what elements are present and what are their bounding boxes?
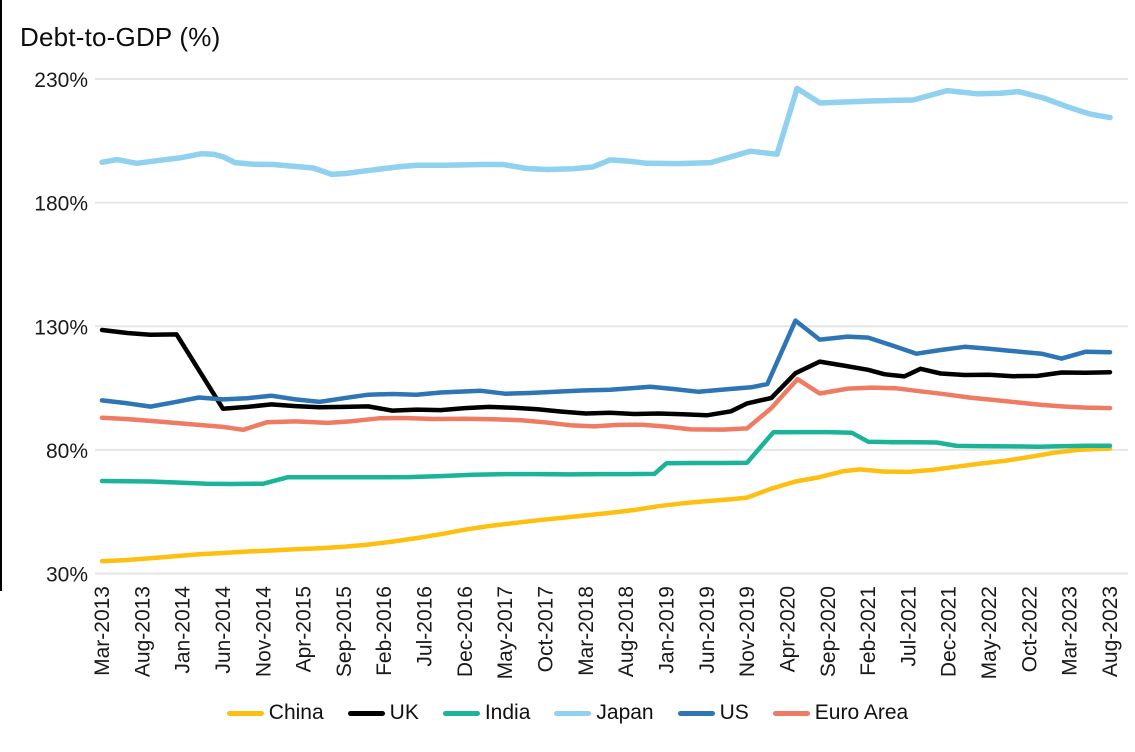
- legend-swatch-icon: [554, 710, 592, 716]
- x-tick-label: Apr-2020: [776, 586, 799, 672]
- x-tick-label: Oct-2022: [1018, 586, 1041, 672]
- legend-item-china[interactable]: China: [226, 701, 324, 725]
- series-line-uk: [99, 327, 1113, 418]
- chart-legend: China UK India Japan US Euro Area: [0, 701, 1135, 725]
- y-tick-label: 180%: [34, 193, 88, 216]
- series-line-us: [99, 318, 1113, 409]
- x-tick-label: Aug-2013: [131, 586, 154, 677]
- legend-label: India: [484, 701, 531, 724]
- series-line-china: [99, 446, 1113, 564]
- legend-label: US: [719, 701, 749, 724]
- x-tick-label: Nov-2014: [252, 586, 275, 677]
- x-tick-label: Sep-2015: [333, 586, 356, 677]
- y-tick-label: 30%: [46, 564, 88, 587]
- x-tick-label: Dec-2021: [938, 586, 961, 677]
- legend-swatch-icon: [347, 710, 385, 716]
- x-tick-label: Oct-2017: [535, 586, 558, 672]
- legend-label: China: [268, 701, 324, 724]
- x-tick-label: May-2017: [494, 586, 517, 679]
- legend-label: UK: [389, 701, 419, 724]
- x-tick-label: Jul-2021: [897, 586, 920, 667]
- legend-item-us[interactable]: US: [677, 701, 749, 725]
- y-tick-label: 230%: [34, 69, 88, 92]
- x-tick-label: Aug-2018: [615, 586, 638, 677]
- x-tick-label: Feb-2016: [373, 586, 396, 676]
- x-tick-label: Aug-2023: [1099, 586, 1122, 677]
- legend-swatch-icon: [677, 710, 715, 716]
- x-tick-label: Jun-2014: [212, 586, 235, 674]
- series-line-euro-area: [99, 376, 1113, 433]
- legend-swatch-icon: [226, 710, 264, 716]
- x-tick-label: Feb-2021: [857, 586, 880, 676]
- x-tick-label: May-2022: [978, 586, 1001, 679]
- x-tick-label: Sep-2020: [817, 586, 840, 677]
- legend-label: Euro Area: [814, 701, 909, 724]
- x-tick-label: Mar-2013: [91, 586, 114, 676]
- y-tick-label: 80%: [46, 440, 88, 463]
- legend-item-uk[interactable]: UK: [347, 701, 419, 725]
- left-edge-line: [0, 0, 2, 591]
- series-line-india: [99, 429, 1113, 487]
- series-line-japan: [99, 85, 1113, 178]
- y-tick-label: 130%: [34, 316, 88, 339]
- x-tick-label: Dec-2016: [454, 586, 477, 677]
- x-tick-label: Mar-2023: [1059, 586, 1082, 676]
- x-tick-label: Jan-2014: [172, 586, 195, 674]
- legend-item-india[interactable]: India: [442, 701, 531, 725]
- x-tick-label: Nov-2019: [736, 586, 759, 677]
- legend-label: Japan: [596, 701, 654, 724]
- legend-swatch-icon: [442, 710, 480, 716]
- x-tick-label: Apr-2015: [293, 586, 316, 672]
- chart-title: Debt-to-GDP (%): [20, 22, 221, 52]
- x-tick-label: Jan-2019: [655, 586, 678, 674]
- x-tick-label: Jun-2019: [696, 586, 719, 674]
- x-tick-label: Jul-2016: [414, 586, 437, 667]
- legend-swatch-icon: [772, 710, 810, 716]
- legend-item-euro-area[interactable]: Euro Area: [772, 701, 909, 725]
- legend-item-japan[interactable]: Japan: [554, 701, 654, 725]
- x-tick-label: Mar-2018: [575, 586, 598, 676]
